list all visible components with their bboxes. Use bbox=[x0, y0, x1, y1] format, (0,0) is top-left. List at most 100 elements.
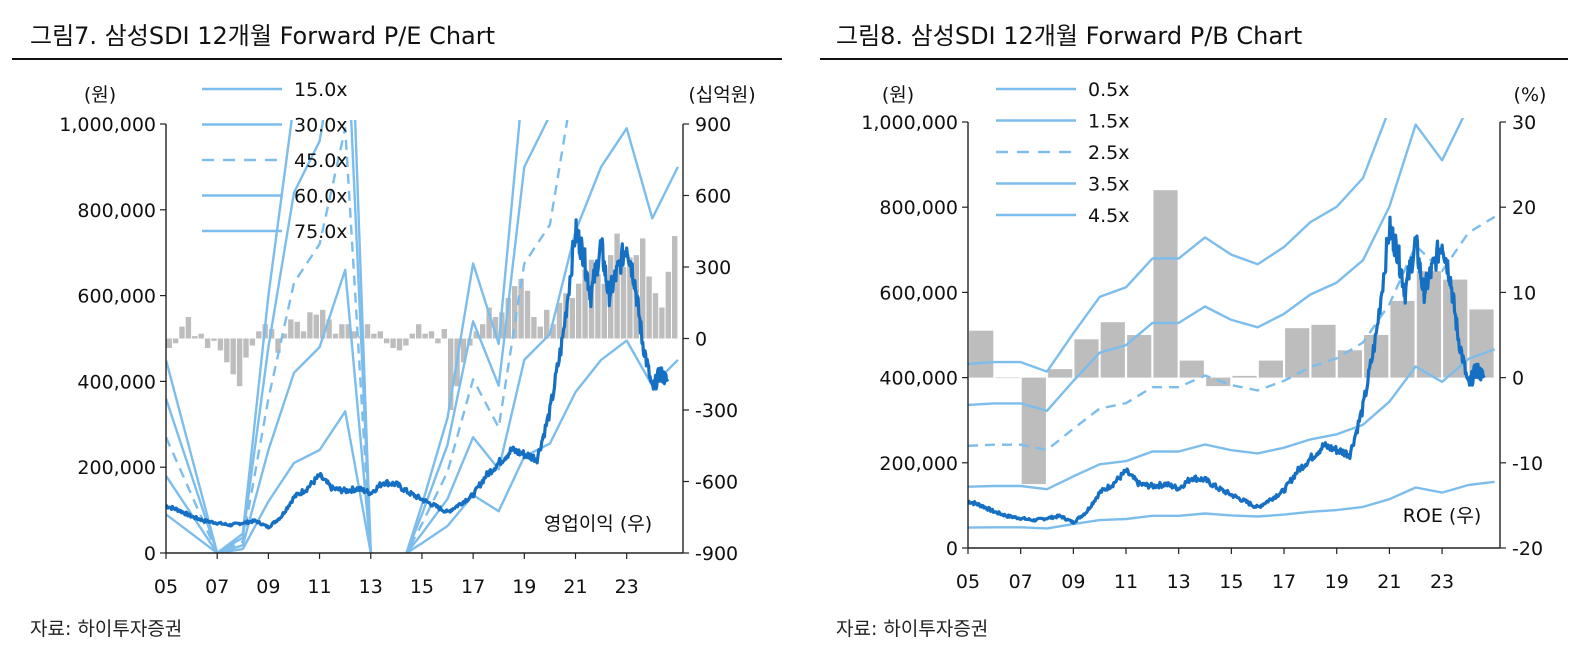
pe-bar bbox=[352, 331, 358, 339]
pe-legend-label: 15.0x bbox=[294, 79, 348, 101]
pe-right-unit: (십억원) bbox=[688, 84, 755, 106]
pe-bar bbox=[403, 338, 409, 346]
pe-bar bbox=[550, 324, 556, 339]
pb-chart-title: 그림8. 삼성SDI 12개월 Forward P/B Chart bbox=[836, 22, 1303, 50]
pb-bar-label: ROE (우) bbox=[1403, 505, 1482, 527]
pe-bar bbox=[281, 333, 288, 339]
pe-band-lines bbox=[166, 120, 679, 553]
pe-bar bbox=[307, 312, 313, 339]
pb-legend-label: 3.5x bbox=[1088, 174, 1129, 196]
pe-bar bbox=[537, 326, 543, 339]
pe-bar bbox=[204, 338, 211, 348]
pb-source: 자료: 하이투자증권 bbox=[836, 618, 989, 640]
pe-bar bbox=[646, 276, 652, 339]
pe-bar bbox=[236, 338, 243, 387]
pe-bar bbox=[172, 338, 179, 344]
pb-y2-tick-label: 20 bbox=[1512, 197, 1536, 219]
pb-bar bbox=[1337, 350, 1362, 378]
pe-title-rule bbox=[12, 58, 782, 60]
pe-bar bbox=[672, 236, 678, 339]
pb-y2-tick-label: -10 bbox=[1512, 453, 1543, 475]
pe-price-line bbox=[166, 218, 670, 530]
pe-bar bbox=[198, 333, 204, 339]
pe-bar bbox=[377, 331, 383, 339]
pb-title-rule bbox=[820, 58, 1568, 60]
pb-x-tick-label: 15 bbox=[1219, 571, 1243, 593]
pb-y2-tick-label: 0 bbox=[1512, 368, 1524, 390]
pb-right-unit: (%) bbox=[1514, 84, 1547, 106]
pb-y-tick-label: 200,000 bbox=[879, 453, 958, 475]
pe-bar bbox=[243, 338, 249, 358]
pe-bar bbox=[652, 293, 659, 339]
pe-legend-label: 60.0x bbox=[294, 186, 348, 208]
pe-bar bbox=[614, 233, 620, 339]
pe-y2-tick-label: -900 bbox=[695, 543, 738, 565]
pe-x-tick-label: 19 bbox=[512, 576, 536, 598]
pe-bar bbox=[288, 319, 294, 339]
pe-y2-tick-label: -300 bbox=[695, 400, 738, 422]
pe-bar bbox=[339, 324, 345, 339]
pb-bar bbox=[1311, 324, 1336, 378]
pe-bar bbox=[224, 338, 230, 363]
pb-legend-label: 0.5x bbox=[1088, 79, 1129, 101]
pe-bar bbox=[345, 324, 351, 339]
pe-x-tick-label: 11 bbox=[307, 576, 331, 598]
pb-legend-label: 1.5x bbox=[1088, 111, 1129, 133]
pe-bar bbox=[512, 286, 518, 339]
pb-chart: 0 200,000 400,000 600,000 800,000 1,000,000 -2… bbox=[861, 79, 1547, 593]
pe-bar bbox=[595, 274, 601, 339]
pb-band-line bbox=[968, 348, 1496, 491]
pe-bar bbox=[569, 298, 575, 339]
pe-axes: 0 200,000 400,000 600,000 800,000 1,000,000 -9… bbox=[59, 114, 738, 598]
pe-y2-tick-label: 0 bbox=[695, 329, 707, 351]
pb-bar bbox=[995, 377, 1020, 379]
pe-bar bbox=[441, 329, 447, 339]
pb-y-tick-label: 400,000 bbox=[879, 368, 958, 390]
pe-bar bbox=[249, 338, 256, 346]
pe-bar bbox=[179, 326, 185, 339]
pb-bar bbox=[1390, 300, 1415, 378]
pe-chart-title: 그림7. 삼성SDI 12개월 Forward P/E Chart bbox=[30, 22, 496, 50]
pb-y-tick-label: 800,000 bbox=[879, 197, 958, 219]
pb-x-tick-label: 21 bbox=[1377, 571, 1401, 593]
pe-x-tick-label: 07 bbox=[205, 576, 229, 598]
pb-bar bbox=[1048, 369, 1073, 378]
pb-price-line bbox=[968, 215, 1486, 525]
pb-band-line bbox=[968, 118, 1465, 412]
pb-x-tick-label: 05 bbox=[956, 571, 980, 593]
pe-bar bbox=[185, 317, 192, 339]
pe-y-tick-label: 600,000 bbox=[77, 286, 156, 308]
pb-legend-label: 2.5x bbox=[1088, 142, 1129, 164]
pe-bar bbox=[416, 324, 422, 339]
pb-axes: 0 200,000 400,000 600,000 800,000 1,000,000 -2… bbox=[861, 112, 1543, 593]
pe-bar bbox=[300, 331, 307, 339]
pb-x-tick-label: 11 bbox=[1114, 571, 1138, 593]
pe-bar bbox=[428, 331, 435, 339]
pe-bar bbox=[499, 312, 505, 339]
pe-bar bbox=[396, 338, 403, 351]
pe-source: 자료: 하이투자증권 bbox=[30, 618, 183, 640]
pb-legend: 0.5x 1.5x 2.5x 3.5x 4.5x bbox=[996, 79, 1129, 227]
pe-bar bbox=[332, 333, 339, 339]
pe-bar bbox=[435, 338, 441, 344]
pe-x-tick-label: 21 bbox=[563, 576, 587, 598]
pe-x-tick-label: 17 bbox=[461, 576, 485, 598]
pb-bar bbox=[1258, 360, 1283, 378]
pe-bar bbox=[211, 338, 217, 341]
pe-bar bbox=[473, 331, 479, 339]
pb-left-unit: (원) bbox=[882, 84, 914, 106]
pe-bar bbox=[659, 307, 665, 339]
pe-y-tick-label: 200,000 bbox=[77, 457, 156, 479]
pe-legend-label: 30.0x bbox=[294, 115, 348, 137]
pb-band-lines bbox=[968, 118, 1496, 530]
pe-y2-tick-label: 300 bbox=[695, 257, 731, 279]
pe-bar bbox=[480, 324, 486, 339]
pe-chart: 0 200,000 400,000 600,000 800,000 1,000,000 -9… bbox=[59, 79, 755, 598]
pb-bar bbox=[1153, 190, 1178, 378]
pe-bar bbox=[384, 338, 390, 344]
pb-bar bbox=[1179, 360, 1204, 378]
pe-band-line bbox=[166, 120, 521, 553]
pb-y2-tick-label: 30 bbox=[1512, 112, 1536, 134]
pe-bar bbox=[627, 257, 633, 339]
pb-bar-series bbox=[969, 190, 1494, 485]
